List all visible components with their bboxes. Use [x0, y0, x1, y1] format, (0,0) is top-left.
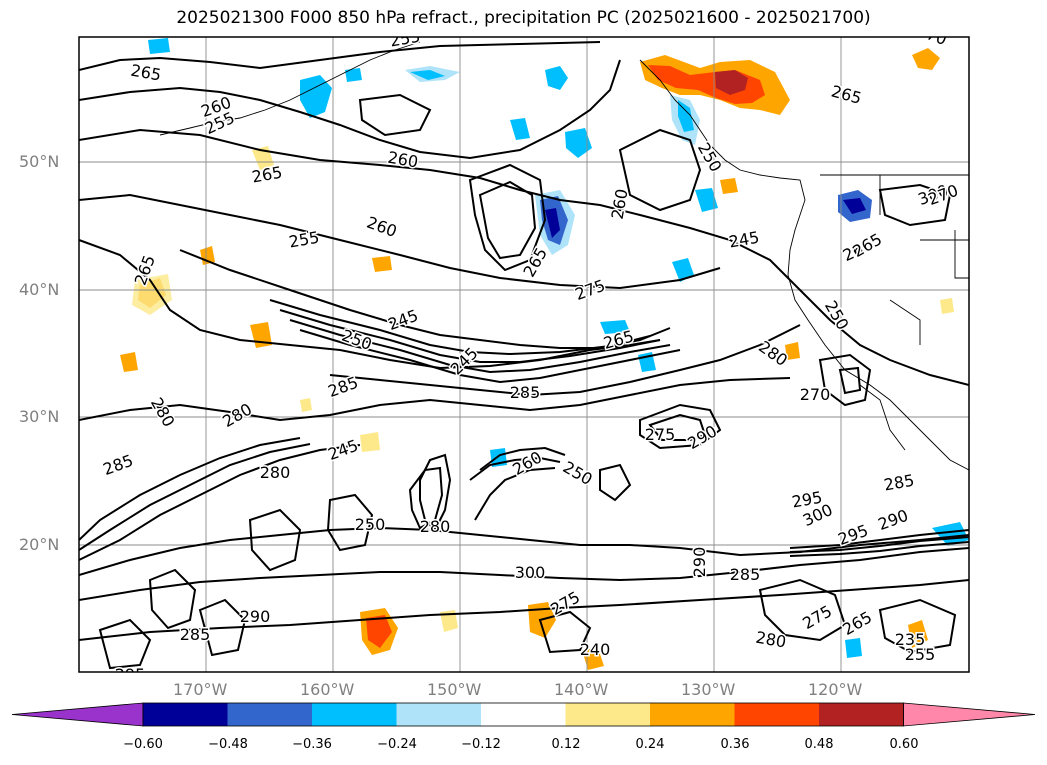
colorbar-segment: [312, 703, 397, 726]
contour-label: 240: [580, 640, 611, 659]
colorbar-tick: 0.12: [551, 737, 581, 752]
colorbar-segment: [396, 703, 482, 726]
contour-label: 285: [180, 625, 211, 644]
contour-label: 290: [240, 607, 271, 626]
lat-label-50n: 50°N: [19, 152, 60, 171]
contour-label: 300: [515, 563, 546, 582]
contour-label: 275: [645, 425, 676, 444]
colorbar-segment: [819, 703, 904, 726]
contour-label: 295: [115, 665, 146, 684]
colorbar-segment: [227, 703, 313, 726]
contour-label: 285: [510, 383, 541, 402]
contour-label: 290: [690, 547, 709, 578]
graticule: [79, 37, 969, 672]
colorbar-tick: −0.12: [461, 737, 501, 752]
colorbar-frame: [142, 702, 904, 727]
colorbar-tick: −0.60: [123, 737, 163, 752]
colorbar-segment: [565, 703, 651, 726]
colorbar-tick: −0.48: [208, 737, 248, 752]
lon-label-140w: 140°W: [554, 680, 609, 699]
colorbar-tick: 0.48: [804, 737, 834, 752]
colorbar-tick: −0.36: [292, 737, 332, 752]
colorbar-segment: [481, 703, 566, 726]
contour-label: 280: [420, 517, 451, 536]
precip-shading: [120, 38, 969, 670]
contour-label: 270: [800, 385, 831, 404]
lon-label-120w: 120°W: [808, 680, 863, 699]
lon-label-150w: 150°W: [427, 680, 482, 699]
plot-frame: [78, 36, 970, 673]
colorbar-extend-high: [903, 702, 1036, 727]
colorbar-tick: 0.36: [720, 737, 750, 752]
lon-label-130w: 130°W: [681, 680, 736, 699]
colorbar: [11, 702, 1036, 727]
contour-label: 235: [895, 630, 926, 649]
lat-label-30n: 30°N: [19, 407, 60, 426]
contour-label: 285: [730, 565, 761, 584]
colorbar-tick: 0.24: [635, 737, 665, 752]
colorbar-tick: −0.24: [377, 737, 417, 752]
lon-label-170w: 170°W: [173, 680, 228, 699]
colorbar-extend-low: [11, 702, 144, 727]
map-title: 2025021300 F000 850 hPa refract., precip…: [176, 8, 871, 28]
contour-label: 255: [905, 645, 936, 664]
colorbar-tick: 0.60: [889, 737, 919, 752]
lat-label-20n: 20°N: [19, 535, 60, 554]
contour-label: 280: [260, 463, 291, 482]
lat-label-40n: 40°N: [19, 280, 60, 299]
contour-lines: [79, 41, 969, 670]
colorbar-segment: [143, 703, 228, 726]
colorbar-segment: [650, 703, 735, 726]
contour-label: 250: [355, 515, 386, 534]
lon-label-160w: 160°W: [300, 680, 355, 699]
colorbar-segment: [734, 703, 820, 726]
